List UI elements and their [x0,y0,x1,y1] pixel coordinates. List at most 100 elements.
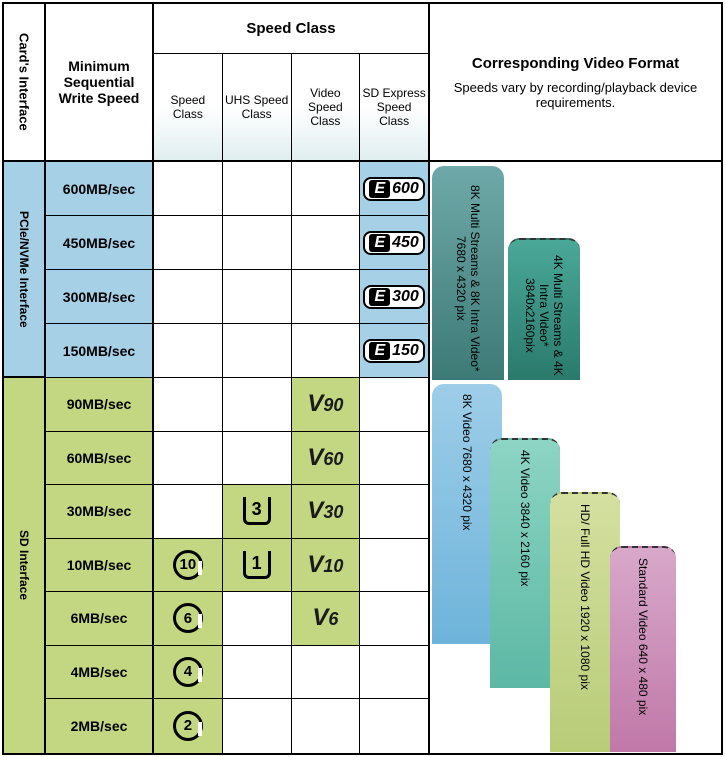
class-icon: 6 [173,603,203,633]
express-badge: E300 [363,285,424,309]
express-badge: E600 [363,177,424,201]
speed-cell: 30MB/sec [46,485,152,538]
sub-uhs: UHS Speed Class [223,54,292,160]
speed-cell: 4MB/sec [46,646,152,699]
table-row: 6MB/sec [46,592,152,646]
cell-express [360,378,428,431]
cell-uhs: 3 [223,485,292,538]
speed-cell: 300MB/sec [46,270,152,323]
cell-express: E300 [360,270,428,323]
table-row: 450MB/sec [46,216,152,270]
cell-v: V6 [292,592,361,645]
cell-express [360,699,428,753]
cell-c: 6 [154,592,223,645]
cell-v: V10 [292,539,361,592]
speed-cell: 2MB/sec [46,699,152,753]
video-class-icon: V60 [307,444,343,472]
cell-express: E450 [360,216,428,269]
cell-v [292,646,361,699]
speed-class-column: Speed Class Speed Class UHS Speed Class … [154,4,430,753]
cell-c: 4 [154,646,223,699]
bar-std-video: Standard Video 640 x 480 pix [610,546,676,752]
video-format-header: Corresponding Video Format Speeds vary b… [430,4,721,162]
cell-express: E600 [360,162,428,215]
table-row: 600MB/sec [46,162,152,216]
cell-c: 10 [154,539,223,592]
cell-uhs [223,646,292,699]
table-row: 2MB/sec [46,699,152,753]
cell-v: V30 [292,485,361,538]
sub-express: SD Express Speed Class [360,54,428,160]
cell-c [154,162,223,215]
table-row: E300 [154,270,428,324]
cell-express: E150 [360,324,428,377]
cell-uhs [223,699,292,753]
class-icon: 2 [173,711,203,741]
cell-c [154,378,223,431]
speed-class-header: Speed Class [154,4,428,54]
table-row: V60 [154,432,428,486]
pcie-interface-label: PCIe/NVMe Interface [4,162,44,378]
cell-uhs [223,216,292,269]
cell-uhs [223,378,292,431]
speed-column: Minimum Sequential Write Speed 600MB/sec… [46,4,154,753]
table-row: E150 [154,324,428,378]
speed-cell: 10MB/sec [46,539,152,592]
speed-cell: 6MB/sec [46,592,152,645]
cell-c [154,216,223,269]
class-icon: 10 [173,550,203,580]
speed-class-subheaders: Speed Class UHS Speed Class Video Speed … [154,54,428,162]
table-row: 90MB/sec [46,378,152,432]
cell-c [154,324,223,377]
table-row: 4MB/sec [46,646,152,700]
cell-c [154,485,223,538]
speed-cell: 450MB/sec [46,216,152,269]
cell-uhs [223,324,292,377]
speed-cell: 600MB/sec [46,162,152,215]
table-row: 30MB/sec [46,485,152,539]
bar-8k-multi: 8K Multi Streams & 8K Intra Video* 7680 … [432,166,504,380]
table-row: E450 [154,216,428,270]
bar-4k-multi: 4K Multi Streams & 4K Intra Video* 3840x… [508,238,580,380]
cell-uhs: 1 [223,539,292,592]
cell-c [154,270,223,323]
cell-v [292,270,361,323]
cell-v [292,699,361,753]
speed-cell: 60MB/sec [46,432,152,485]
table-row: 10MB/sec [46,539,152,593]
cell-express [360,646,428,699]
cell-uhs [223,592,292,645]
speed-cell: 150MB/sec [46,324,152,377]
table-row: 2 [154,699,428,753]
sd-interface-label: SD Interface [4,378,44,753]
cell-uhs [223,432,292,485]
sub-speed-class: Speed Class [154,54,223,160]
video-class-icon: V90 [307,390,343,418]
cell-express [360,432,428,485]
uhs-icon: 1 [243,551,271,579]
table-row: 6 V6 [154,592,428,646]
table-row: 4 [154,646,428,700]
table-row: 10 1 V10 [154,539,428,593]
table-row: 150MB/sec [46,324,152,378]
cell-v: V90 [292,378,361,431]
table-row: V90 [154,378,428,432]
cell-express [360,485,428,538]
express-badge: E450 [363,231,424,255]
cell-v [292,324,361,377]
table-row: 60MB/sec [46,432,152,486]
cell-c [154,432,223,485]
video-class-icon: V6 [312,604,338,632]
table-row: 3 V30 [154,485,428,539]
min-speed-header: Minimum Sequential Write Speed [46,4,152,162]
video-format-body: 8K Multi Streams & 8K Intra Video* 7680 … [430,162,721,753]
table-row: 300MB/sec [46,270,152,324]
speed-cell: 90MB/sec [46,378,152,431]
cell-v [292,162,361,215]
cell-v: V60 [292,432,361,485]
sub-video: Video Speed Class [292,54,361,160]
cell-uhs [223,162,292,215]
interface-column: Card's Interface PCIe/NVMe Interface SD … [4,4,46,753]
cell-c: 2 [154,699,223,753]
video-format-column: Corresponding Video Format Speeds vary b… [430,4,721,753]
